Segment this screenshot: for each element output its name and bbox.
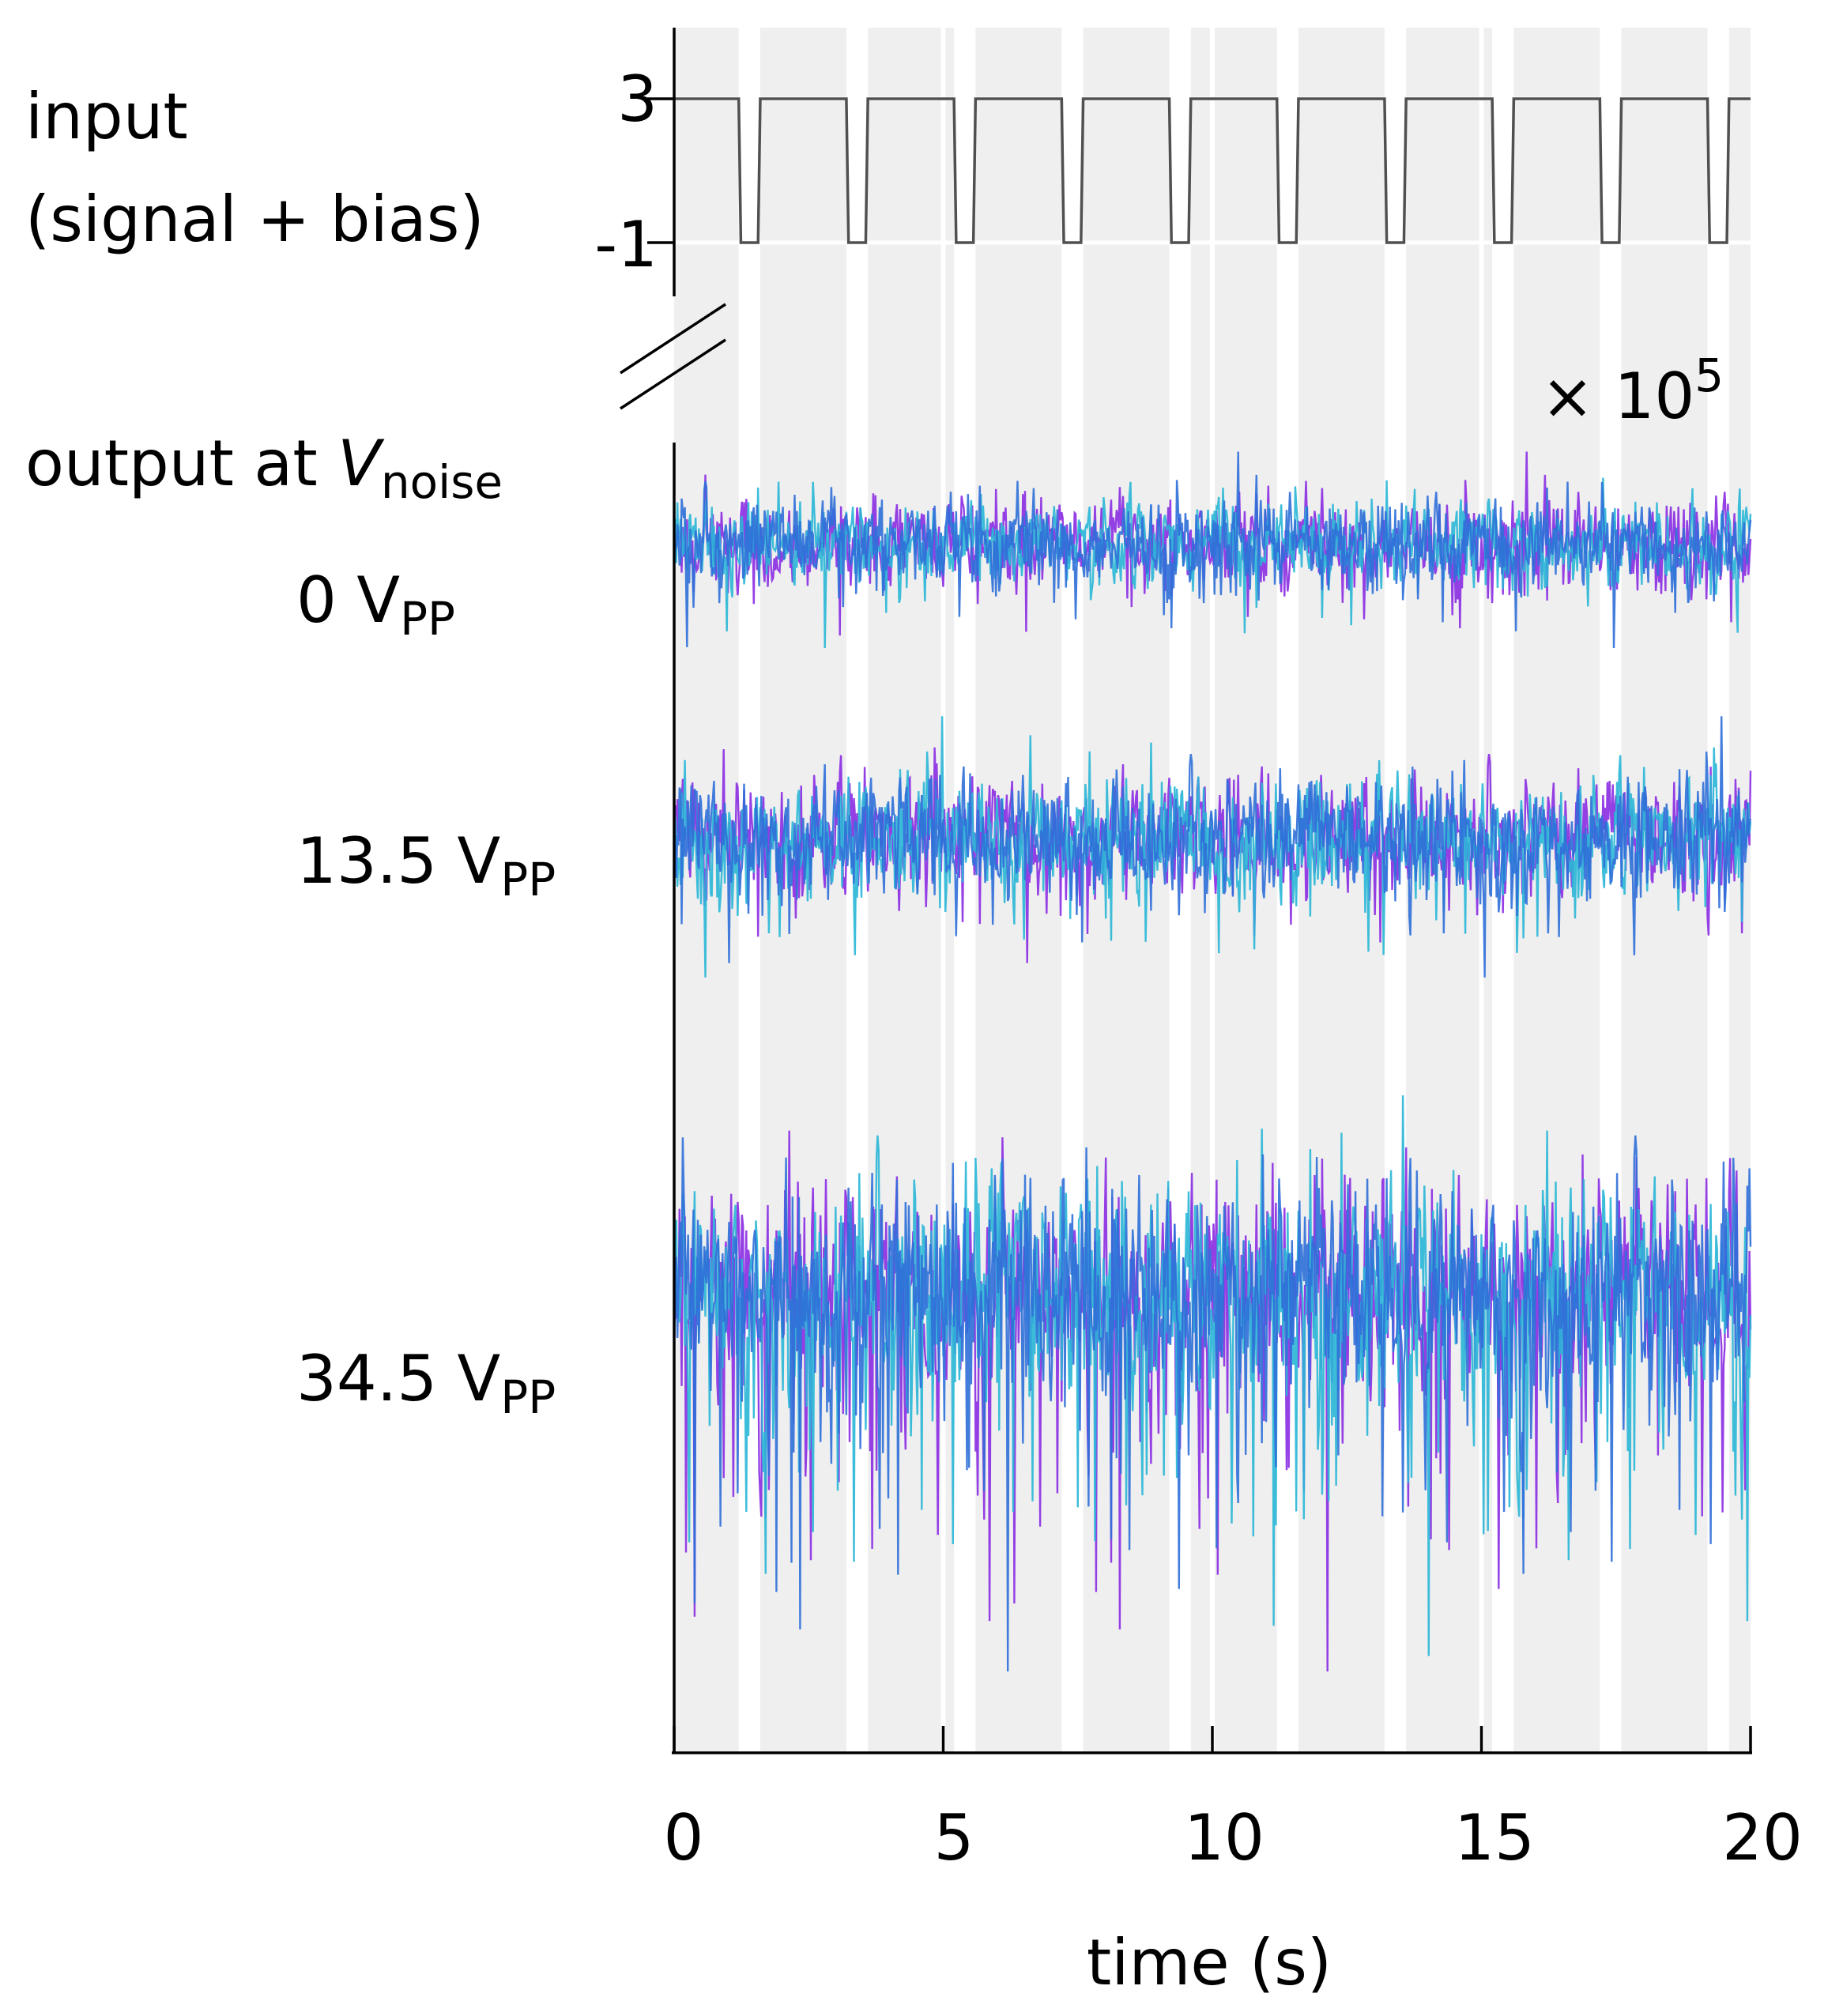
ytick-label-high: 3	[617, 62, 658, 136]
trace-label-1: 13.5 VPP	[296, 824, 556, 906]
trace-2-series-1	[673, 1095, 1752, 1656]
axis-break-line-1	[620, 303, 726, 375]
input-label-line1: input	[25, 80, 188, 153]
ytick-label-low: -1	[594, 208, 658, 281]
trace-1-series-2	[673, 716, 1752, 978]
axes	[620, 28, 1752, 1754]
output-label: output at Vnoise	[25, 427, 503, 509]
trace-1-series-0	[673, 747, 1752, 963]
output-traces	[673, 451, 1752, 1672]
trace-label-2: 34.5 VPP	[296, 1342, 556, 1424]
trace-group-0	[673, 451, 1752, 649]
xtick-label-5: 5	[933, 1801, 974, 1875]
input-trace	[674, 96, 1751, 245]
axis-break-line-2	[620, 338, 726, 410]
xtick-label-15: 15	[1454, 1801, 1535, 1875]
trace-group-2	[673, 1095, 1752, 1672]
input-label-line2: (signal + bias)	[25, 183, 484, 256]
x-axis-label: time (s)	[1086, 1926, 1332, 1999]
trace-label-0: 0 VPP	[296, 563, 456, 646]
trace-2-series-2	[673, 1135, 1752, 1672]
input-square-wave	[674, 97, 1751, 244]
xtick-label-20: 20	[1722, 1801, 1803, 1875]
trace-0-series-2	[673, 451, 1752, 649]
xtick-label-0: 0	[663, 1801, 704, 1875]
xtick-label-10: 10	[1184, 1801, 1265, 1875]
scale-factor: × 105	[1541, 349, 1724, 433]
trace-group-1	[673, 716, 1752, 978]
